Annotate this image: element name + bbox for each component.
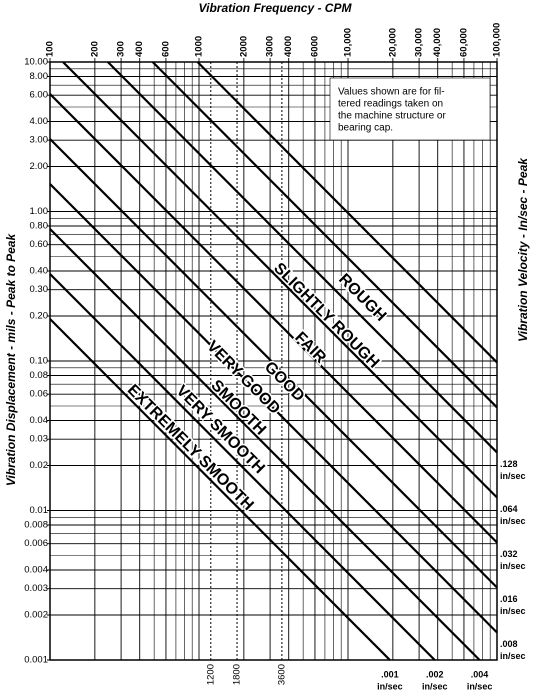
note-text: the machine structure or xyxy=(338,111,446,122)
x-tick-label: 20,000 xyxy=(387,28,398,57)
y-tick-label: 0.001 xyxy=(24,655,48,666)
y-tick-label: 2.00 xyxy=(30,161,49,172)
reference-label: 1200 xyxy=(205,664,216,685)
velocity-unit: in/sec xyxy=(500,561,526,571)
x-tick-label: 200 xyxy=(89,41,100,57)
x-tick-label: 300 xyxy=(116,41,127,57)
x-tick-label: 400 xyxy=(134,41,145,57)
y-tick-label: 0.60 xyxy=(30,239,49,250)
velocity-unit: in/sec xyxy=(500,471,526,481)
velocity-unit: in/sec xyxy=(500,606,526,616)
x-tick-label: 30,000 xyxy=(414,28,425,57)
velocity-line xyxy=(107,61,498,454)
reference-label: 1800 xyxy=(232,664,243,685)
note-box xyxy=(329,77,491,141)
y-tick-label: 0.006 xyxy=(24,538,48,549)
chart-title: Vibration Frequency - CPM xyxy=(199,1,353,15)
y-tick-label: 0.003 xyxy=(24,583,48,594)
velocity-line xyxy=(49,318,391,661)
velocity-unit: in/sec xyxy=(377,681,403,691)
y-tick-label: 3.00 xyxy=(30,135,49,146)
y-tick-label: 0.004 xyxy=(24,565,48,576)
reference-label: 3600 xyxy=(276,664,287,685)
velocity-line xyxy=(151,61,498,409)
velocity-line xyxy=(49,93,498,544)
x-tick-label: 1000 xyxy=(194,36,205,57)
velocity-label: .128 xyxy=(500,459,518,469)
velocity-line xyxy=(49,138,498,589)
velocity-label: .032 xyxy=(500,549,518,559)
note-text: Values shown are for fil- xyxy=(338,87,445,98)
velocity-line xyxy=(49,273,436,661)
y-tick-label: 0.03 xyxy=(30,434,49,445)
velocity-label: .001 xyxy=(381,669,399,679)
y-tick-label: 0.30 xyxy=(30,284,49,295)
y-tick-label: 1.00 xyxy=(30,206,49,217)
note-text: tered readings taken on xyxy=(338,99,443,110)
x-tick-label: 100 xyxy=(45,41,56,57)
velocity-unit: in/sec xyxy=(467,681,493,691)
y-tick-label: 4.00 xyxy=(30,116,49,127)
y-tick-label: 0.02 xyxy=(30,460,49,471)
velocity-label: .008 xyxy=(500,639,518,649)
y-tick-label: 0.06 xyxy=(30,389,49,400)
x-tick-label: 4000 xyxy=(283,36,294,57)
y-tick-label: 0.01 xyxy=(30,505,49,516)
x-tick-label: 600 xyxy=(160,41,171,57)
y-tick-label: 0.002 xyxy=(24,610,48,621)
velocity-line xyxy=(49,228,481,661)
velocity-line xyxy=(62,61,498,499)
velocity-unit: in/sec xyxy=(500,651,526,661)
x-tick-label: 2000 xyxy=(238,36,249,57)
x-tick-label: 10,000 xyxy=(343,28,354,57)
y-tick-label: 0.10 xyxy=(30,356,49,367)
x-tick-label: 60,000 xyxy=(458,28,469,57)
velocity-line xyxy=(196,61,498,364)
y-axis-title: Vibration Displacement - mils - Peak to … xyxy=(4,233,18,487)
velocity-label: .004 xyxy=(471,669,489,679)
note-text: bearing cap. xyxy=(338,123,393,134)
velocity-label: .002 xyxy=(426,669,444,679)
y-tick-label: 10.00 xyxy=(24,57,48,68)
y-tick-label: 0.20 xyxy=(30,311,49,322)
y2-axis-title: Vibration Velocity - In/sec - Peak xyxy=(516,157,530,342)
velocity-label: .016 xyxy=(500,594,518,604)
y-tick-label: 0.08 xyxy=(30,370,49,381)
x-tick-label: 40,000 xyxy=(432,28,443,57)
velocity-label: .064 xyxy=(500,504,518,514)
y-tick-label: 0.04 xyxy=(30,415,49,426)
y-tick-label: 6.00 xyxy=(30,90,49,101)
velocity-unit: in/sec xyxy=(422,681,448,691)
x-tick-label: 100,000 xyxy=(492,23,503,57)
y-tick-label: 8.00 xyxy=(30,71,49,82)
x-tick-label: 3000 xyxy=(265,36,276,57)
velocity-line xyxy=(49,183,498,634)
y-tick-label: 0.008 xyxy=(24,520,48,531)
y-tick-label: 0.80 xyxy=(30,221,49,232)
velocity-unit: in/sec xyxy=(500,516,526,526)
y-tick-label: 0.40 xyxy=(30,266,49,277)
x-tick-label: 6000 xyxy=(309,36,320,57)
